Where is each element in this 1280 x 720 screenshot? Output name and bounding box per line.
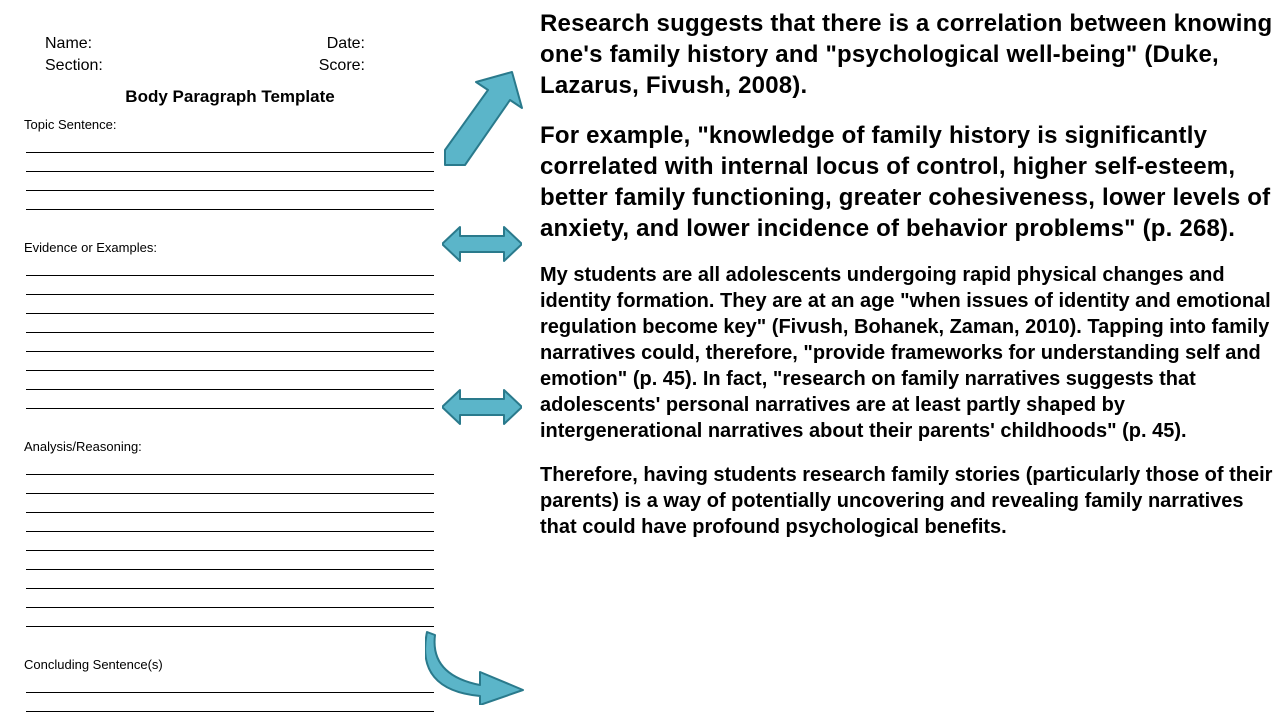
worksheet-title: Body Paragraph Template (20, 87, 440, 107)
conclusion-lines (26, 674, 434, 720)
analysis-label: Analysis/Reasoning: (24, 439, 440, 454)
score-label: Score: (319, 57, 365, 75)
analysis-example: My students are all adolescents undergoi… (540, 262, 1280, 444)
evidence-label: Evidence or Examples: (24, 240, 440, 255)
section-label: Section: (45, 57, 103, 75)
arrow-evidence-icon (442, 225, 522, 263)
conclusion-label: Concluding Sentence(s) (24, 657, 440, 672)
name-label: Name: (45, 35, 92, 53)
example-text-panel: Research suggests that there is a correl… (540, 8, 1280, 558)
evidence-lines (26, 257, 434, 409)
page: Name: Date: Section: Score: Body Paragra… (0, 0, 1280, 720)
worksheet-panel: Name: Date: Section: Score: Body Paragra… (20, 15, 440, 705)
topic-sentence-label: Topic Sentence: (24, 117, 440, 132)
topic-sentence-example: Research suggests that there is a correl… (540, 8, 1280, 102)
arrow-analysis-icon (442, 388, 522, 426)
conclusion-example: Therefore, having students research fami… (540, 462, 1280, 540)
evidence-example: For example, "knowledge of family histor… (540, 120, 1280, 245)
arrow-conclusion-icon (425, 630, 525, 705)
date-label: Date: (327, 35, 365, 53)
analysis-lines (26, 456, 434, 627)
topic-lines (26, 134, 434, 210)
arrow-topic-icon (440, 70, 530, 170)
